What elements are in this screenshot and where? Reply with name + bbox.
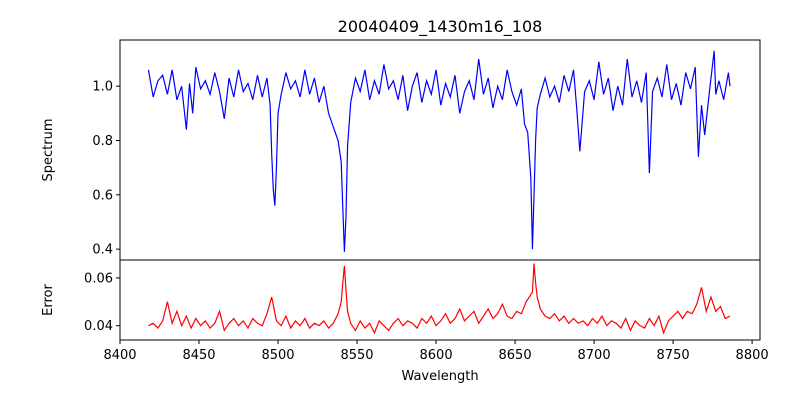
- error-y-tick-label: 0.04: [84, 319, 113, 334]
- spectrum-y-tick-label: 1.0: [92, 80, 113, 95]
- error-y-ticks: 0.04 0.06: [84, 271, 120, 334]
- x-tick-label: 8600: [420, 348, 453, 363]
- x-axis-label: Wavelength: [401, 369, 478, 384]
- x-axis-ticks: 8400 8450 8500 8550 8600 8650 8700 8750 8800: [103, 340, 769, 363]
- chart-title: 20040409_1430m16_108: [338, 17, 543, 37]
- spectrum-y-axis-label: Spectrum: [41, 119, 56, 182]
- x-tick-label: 8550: [340, 348, 373, 363]
- spectrum-y-tick-label: 0.6: [92, 188, 113, 203]
- error-axes-frame: [119, 259, 761, 341]
- error-y-axis-label: Error: [41, 284, 56, 316]
- error-series-line: [148, 263, 731, 335]
- x-tick-label: 8650: [499, 348, 532, 363]
- x-tick-label: 8800: [736, 348, 769, 363]
- x-tick-label: 8450: [182, 348, 215, 363]
- spectrum-y-tick-label: 0.8: [92, 134, 113, 149]
- error-panel: 0.04 0.06 Error: [41, 259, 761, 341]
- spectrum-y-ticks: 0.4 0.6 0.8 1.0: [92, 80, 120, 258]
- spectrum-y-tick-label: 0.4: [92, 243, 113, 258]
- x-tick-label: 8500: [261, 348, 294, 363]
- spectrum-series-line: [147, 50, 731, 252]
- x-tick-label: 8750: [657, 348, 690, 363]
- x-tick-label: 8400: [103, 348, 136, 363]
- error-y-tick-label: 0.06: [84, 271, 113, 286]
- x-tick-label: 8700: [578, 348, 611, 363]
